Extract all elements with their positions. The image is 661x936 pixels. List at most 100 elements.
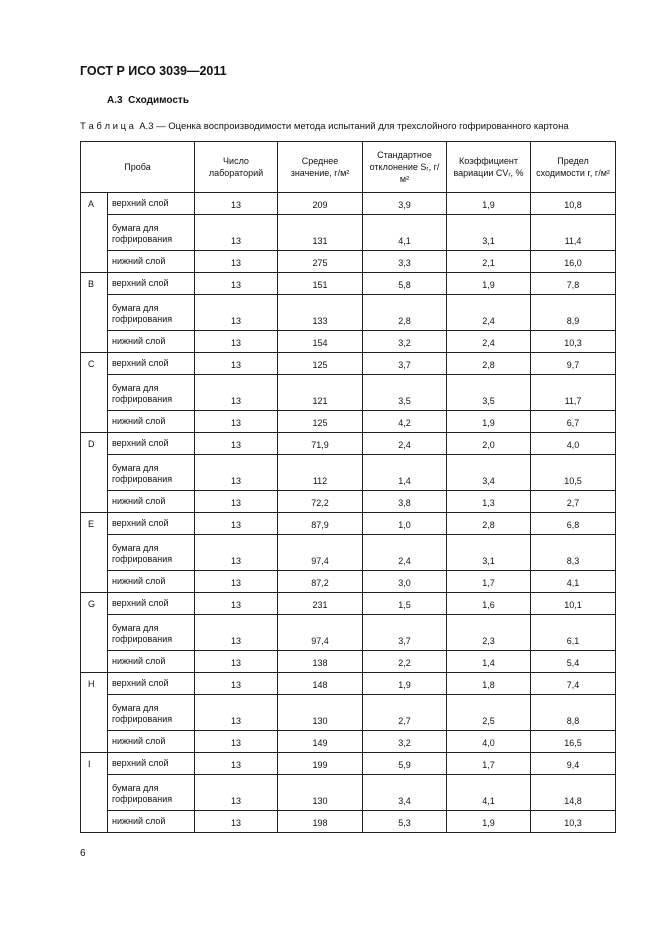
value-cell: 72,2 xyxy=(277,490,363,513)
sample-cell: верхний слой xyxy=(107,512,195,535)
sample-cell: бумага для гофрирования xyxy=(107,774,195,811)
value-cell: 71,9 xyxy=(277,432,363,455)
value-cell: 1,4 xyxy=(362,454,447,491)
column-header: Предел сходимости r, г/м² xyxy=(530,141,616,193)
value-cell: 2,1 xyxy=(446,250,531,273)
value-cell: 13 xyxy=(194,214,278,251)
value-cell: 1,9 xyxy=(446,272,531,295)
value-cell: 130 xyxy=(277,774,363,811)
value-cell: 3,2 xyxy=(362,330,447,353)
column-header: Коэффициент вариации CVᵣ, % xyxy=(446,141,531,193)
value-cell: 10,5 xyxy=(530,454,616,491)
value-cell: 11,7 xyxy=(530,374,616,411)
value-cell: 13 xyxy=(194,570,278,593)
value-cell: 125 xyxy=(277,352,363,375)
value-cell: 10,1 xyxy=(530,592,616,615)
value-cell: 8,8 xyxy=(530,694,616,731)
value-cell: 1,9 xyxy=(362,672,447,695)
table-row: нижний слой 13 198 5,3 1,9 10,3 xyxy=(81,810,616,833)
value-cell: 7,8 xyxy=(530,272,616,295)
value-cell: 231 xyxy=(277,592,363,615)
value-cell: 13 xyxy=(194,650,278,673)
data-table: Проба Число лабораторий Среднее значение, … xyxy=(80,141,616,833)
table-row: бумага для гофрирования 13 133 2,8 2,4 8,9 xyxy=(81,294,616,331)
value-cell: 3,8 xyxy=(362,490,447,513)
sample-cell: нижний слой xyxy=(107,810,195,833)
value-cell: 87,2 xyxy=(277,570,363,593)
sample-cell: нижний слой xyxy=(107,490,195,513)
column-header: Число лабораторий xyxy=(194,141,278,193)
value-cell: 112 xyxy=(277,454,363,491)
value-cell: 149 xyxy=(277,730,363,753)
value-cell: 2,3 xyxy=(446,614,531,651)
value-cell: 1,7 xyxy=(446,752,531,775)
value-cell: 2,5 xyxy=(446,694,531,731)
value-cell: 4,1 xyxy=(362,214,447,251)
value-cell: 13 xyxy=(194,730,278,753)
value-cell: 8,3 xyxy=(530,534,616,571)
value-cell: 13 xyxy=(194,614,278,651)
value-cell: 2,8 xyxy=(446,512,531,535)
value-cell: 13 xyxy=(194,352,278,375)
column-header: Стандартное отклонение Sᵣ, г/м² xyxy=(362,141,447,193)
value-cell: 13 xyxy=(194,272,278,295)
value-cell: 5,3 xyxy=(362,810,447,833)
value-cell: 13 xyxy=(194,432,278,455)
sample-cell: нижний слой xyxy=(107,250,195,273)
column-header: Среднее значение, г/м² xyxy=(277,141,363,193)
value-cell: 121 xyxy=(277,374,363,411)
sample-cell: бумага для гофрирования xyxy=(107,454,195,491)
value-cell: 13 xyxy=(194,250,278,273)
value-cell: 3,4 xyxy=(362,774,447,811)
value-cell: 2,4 xyxy=(446,330,531,353)
value-cell: 130 xyxy=(277,694,363,731)
sample-cell: бумага для гофрирования xyxy=(107,294,195,331)
value-cell: 87,9 xyxy=(277,512,363,535)
sample-cell: верхний слой xyxy=(107,272,195,295)
sample-cell: верхний слой xyxy=(107,752,195,775)
value-cell: 133 xyxy=(277,294,363,331)
value-cell: 1,7 xyxy=(446,570,531,593)
value-cell: 138 xyxy=(277,650,363,673)
value-cell: 1,6 xyxy=(446,592,531,615)
group-label: E xyxy=(80,512,108,593)
value-cell: 148 xyxy=(277,672,363,695)
value-cell: 3,7 xyxy=(362,352,447,375)
table-row: нижний слой 13 87,2 3,0 1,7 4,1 xyxy=(81,570,616,593)
value-cell: 151 xyxy=(277,272,363,295)
value-cell: 13 xyxy=(194,774,278,811)
value-cell: 3,1 xyxy=(446,214,531,251)
value-cell: 5,9 xyxy=(362,752,447,775)
value-cell: 2,4 xyxy=(362,432,447,455)
value-cell: 9,7 xyxy=(530,352,616,375)
value-cell: 209 xyxy=(277,192,363,215)
value-cell: 4,1 xyxy=(446,774,531,811)
sample-cell: бумага для гофрирования xyxy=(107,214,195,251)
sample-cell: верхний слой xyxy=(107,432,195,455)
sample-cell: бумага для гофрирования xyxy=(107,694,195,731)
sample-cell: нижний слой xyxy=(107,650,195,673)
value-cell: 3,9 xyxy=(362,192,447,215)
value-cell: 97,4 xyxy=(277,614,363,651)
value-cell: 1,5 xyxy=(362,592,447,615)
value-cell: 13 xyxy=(194,694,278,731)
value-cell: 1,3 xyxy=(446,490,531,513)
value-cell: 1,4 xyxy=(446,650,531,673)
table-row: нижний слой 13 149 3,2 4,0 16,5 xyxy=(81,730,616,753)
group-label: G xyxy=(80,592,108,673)
table-row: нижний слой 13 154 3,2 2,4 10,3 xyxy=(81,330,616,353)
value-cell: 13 xyxy=(194,192,278,215)
value-cell: 2,7 xyxy=(362,694,447,731)
value-cell: 3,4 xyxy=(446,454,531,491)
value-cell: 3,7 xyxy=(362,614,447,651)
header-row: Проба Число лабораторий Среднее значение, … xyxy=(80,141,616,193)
value-cell: 13 xyxy=(194,374,278,411)
table-row: нижний слой 13 138 2,2 1,4 5,4 xyxy=(81,650,616,673)
doc-title: ГОСТ Р ИСО 3039—2011 xyxy=(80,64,227,78)
value-cell: 131 xyxy=(277,214,363,251)
value-cell: 16,5 xyxy=(530,730,616,753)
table-caption: Т а б л и ц а А.3 — Оценка воспроизводим… xyxy=(80,121,569,132)
